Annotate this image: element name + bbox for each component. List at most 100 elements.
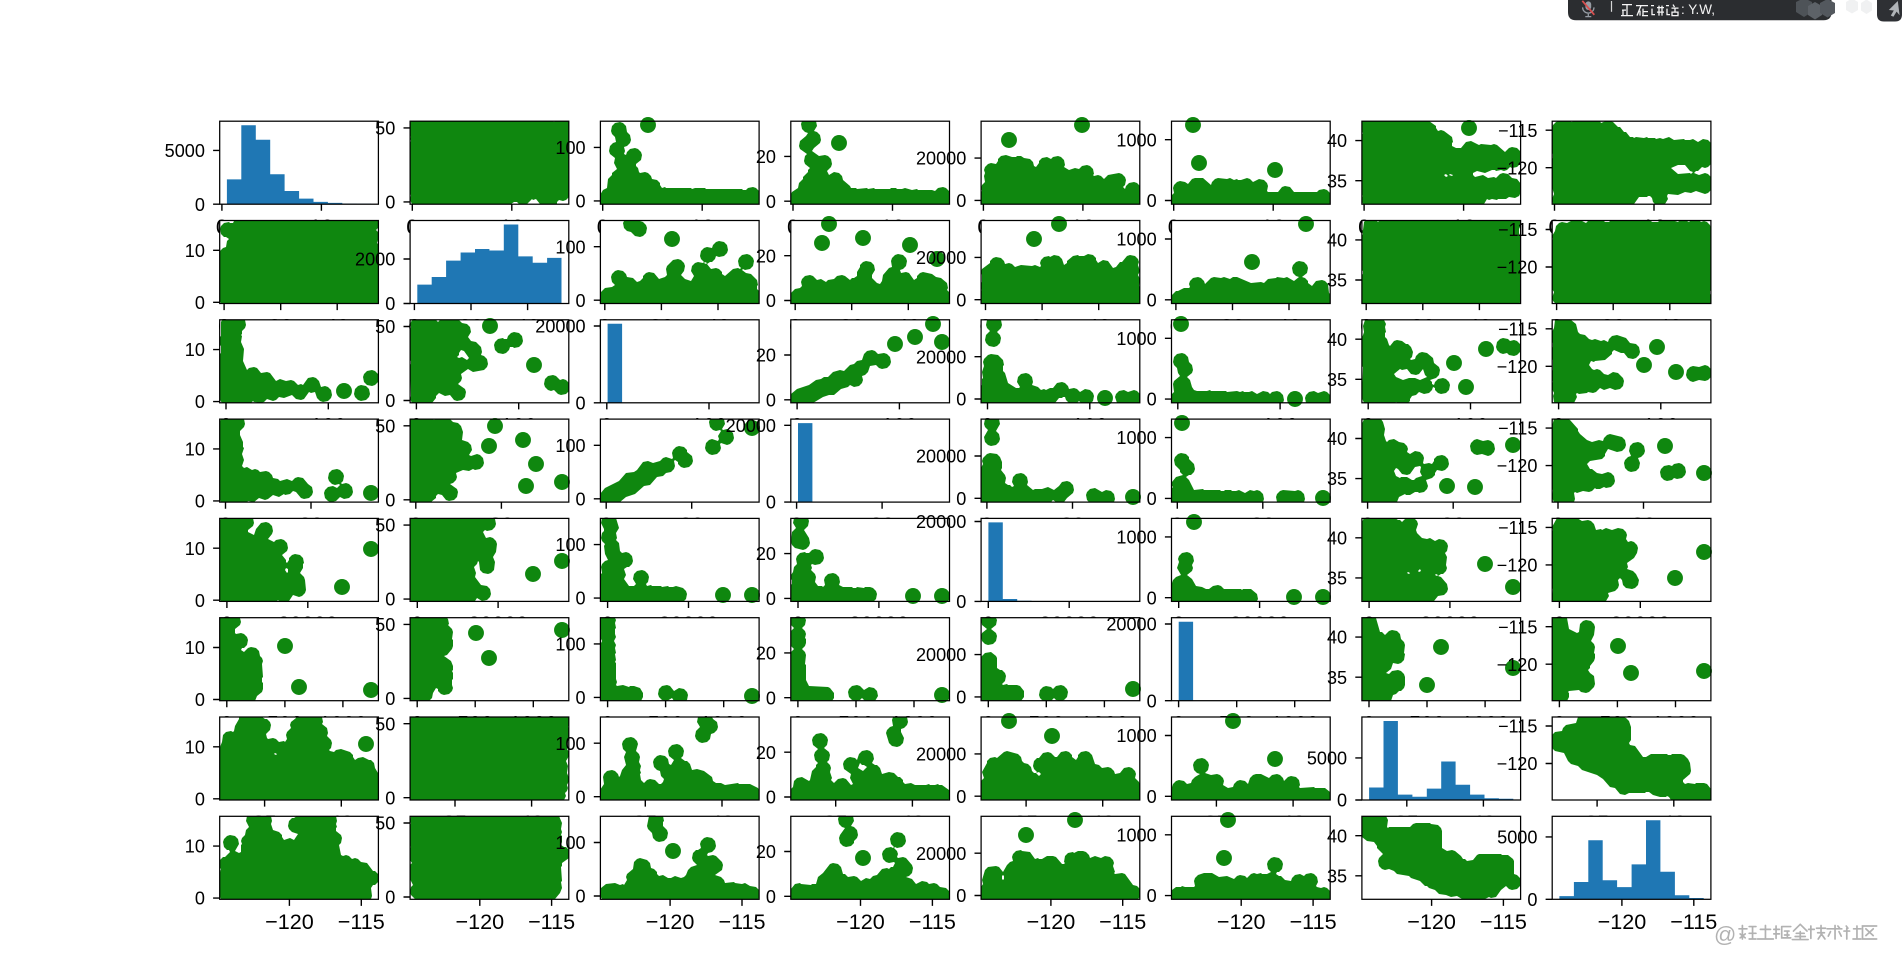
svg-text:100: 100 [555, 635, 585, 655]
svg-text:20: 20 [756, 644, 776, 664]
svg-text:35: 35 [1327, 469, 1347, 489]
svg-text:0: 0 [956, 489, 966, 509]
svg-text:0: 0 [1147, 588, 1157, 608]
svg-text:20000: 20000 [916, 149, 966, 169]
svg-text:−120: −120 [646, 909, 695, 934]
svg-text:−120: −120 [1217, 909, 1266, 934]
svg-text:100: 100 [555, 734, 585, 754]
svg-text:20000: 20000 [916, 844, 966, 864]
svg-text:0: 0 [1147, 191, 1157, 211]
svg-text:1000: 1000 [1116, 825, 1156, 845]
svg-text:20000: 20000 [916, 512, 966, 532]
svg-text:40: 40 [1327, 131, 1347, 151]
svg-text:0: 0 [576, 887, 586, 907]
svg-text:0: 0 [1147, 691, 1157, 711]
svg-text:−115: −115 [1498, 121, 1537, 141]
svg-text:10: 10 [185, 340, 205, 360]
svg-text:0: 0 [195, 789, 205, 809]
svg-text:0: 0 [385, 294, 395, 314]
svg-text:0: 0 [385, 689, 395, 709]
svg-text:−115: −115 [1099, 909, 1146, 934]
svg-text:−115: −115 [528, 909, 575, 934]
svg-text:20000: 20000 [1106, 615, 1156, 635]
svg-text:0: 0 [385, 590, 395, 610]
svg-text:35: 35 [1327, 569, 1347, 589]
svg-text:0: 0 [956, 592, 966, 612]
svg-text:20000: 20000 [726, 416, 776, 436]
svg-text:40: 40 [1327, 429, 1347, 449]
svg-text:0: 0 [956, 390, 966, 410]
svg-text:35: 35 [1327, 171, 1347, 191]
svg-text:0: 0 [385, 490, 395, 510]
svg-text:0: 0 [195, 492, 205, 512]
svg-text:35: 35 [1327, 866, 1347, 886]
svg-text:−115: −115 [1498, 518, 1537, 538]
svg-text:1000: 1000 [1116, 428, 1156, 448]
svg-text:100: 100 [555, 436, 585, 456]
svg-text:−115: −115 [909, 909, 956, 934]
svg-text:20: 20 [756, 147, 776, 167]
svg-text:0: 0 [956, 886, 966, 906]
svg-text:−120: −120 [1497, 357, 1538, 377]
svg-text:0: 0 [766, 493, 776, 513]
svg-text:−115: −115 [1498, 617, 1537, 637]
svg-text:10: 10 [185, 737, 205, 757]
svg-text:1000: 1000 [1116, 726, 1156, 746]
svg-text:0: 0 [766, 887, 776, 907]
svg-text:0: 0 [766, 291, 776, 311]
svg-text:1000: 1000 [1116, 130, 1156, 150]
svg-text:0: 0 [195, 195, 205, 215]
svg-text:0: 0 [576, 589, 586, 609]
svg-text:0: 0 [576, 393, 586, 413]
svg-text:10: 10 [185, 837, 205, 857]
svg-text:−120: −120 [1027, 909, 1076, 934]
svg-text:−120: −120 [1497, 258, 1538, 278]
svg-text:0: 0 [956, 290, 966, 310]
svg-text:35: 35 [1327, 370, 1347, 390]
svg-text:40: 40 [1327, 826, 1347, 846]
svg-text:10: 10 [185, 539, 205, 559]
svg-text:−115: −115 [1498, 220, 1537, 240]
svg-text:0: 0 [195, 392, 205, 412]
svg-text:0: 0 [195, 591, 205, 611]
svg-text:10: 10 [185, 440, 205, 460]
svg-text:−120: −120 [836, 909, 885, 934]
svg-text:−120: −120 [1598, 909, 1647, 934]
svg-text:0: 0 [766, 192, 776, 212]
svg-text:20: 20 [756, 842, 776, 862]
svg-text:0: 0 [766, 688, 776, 708]
svg-text:−115: −115 [1498, 319, 1537, 339]
svg-text:−115: −115 [1480, 909, 1527, 934]
svg-text:20000: 20000 [535, 317, 585, 337]
svg-text:50: 50 [375, 416, 395, 436]
svg-text:0: 0 [956, 787, 966, 807]
svg-text:40: 40 [1327, 231, 1347, 251]
svg-text:100: 100 [555, 237, 585, 257]
svg-text:−120: −120 [1497, 655, 1538, 675]
svg-text:−115: −115 [1498, 717, 1537, 737]
svg-text:5000: 5000 [1497, 828, 1537, 848]
svg-text:2000: 2000 [355, 250, 395, 270]
svg-text:−115: −115 [1670, 909, 1717, 934]
svg-text:100: 100 [555, 535, 585, 555]
svg-text:40: 40 [1327, 628, 1347, 648]
svg-text:50: 50 [375, 119, 395, 139]
svg-text:0: 0 [385, 391, 395, 411]
svg-text:0: 0 [1147, 290, 1157, 310]
svg-text:0: 0 [385, 788, 395, 808]
svg-text:100: 100 [555, 833, 585, 853]
svg-text:0: 0 [1147, 489, 1157, 509]
svg-text:0: 0 [385, 193, 395, 213]
svg-text:100: 100 [555, 138, 585, 158]
svg-text:0: 0 [766, 390, 776, 410]
svg-text:−115: −115 [1498, 419, 1537, 439]
svg-text:0: 0 [1147, 787, 1157, 807]
svg-text:50: 50 [375, 814, 395, 834]
svg-text:0: 0 [195, 690, 205, 710]
svg-text:−115: −115 [338, 909, 385, 934]
svg-text:0: 0 [576, 291, 586, 311]
svg-text:@: @ [1714, 922, 1736, 947]
svg-text:0: 0 [1527, 890, 1537, 910]
svg-text:0: 0 [195, 889, 205, 909]
svg-text:50: 50 [375, 317, 395, 337]
